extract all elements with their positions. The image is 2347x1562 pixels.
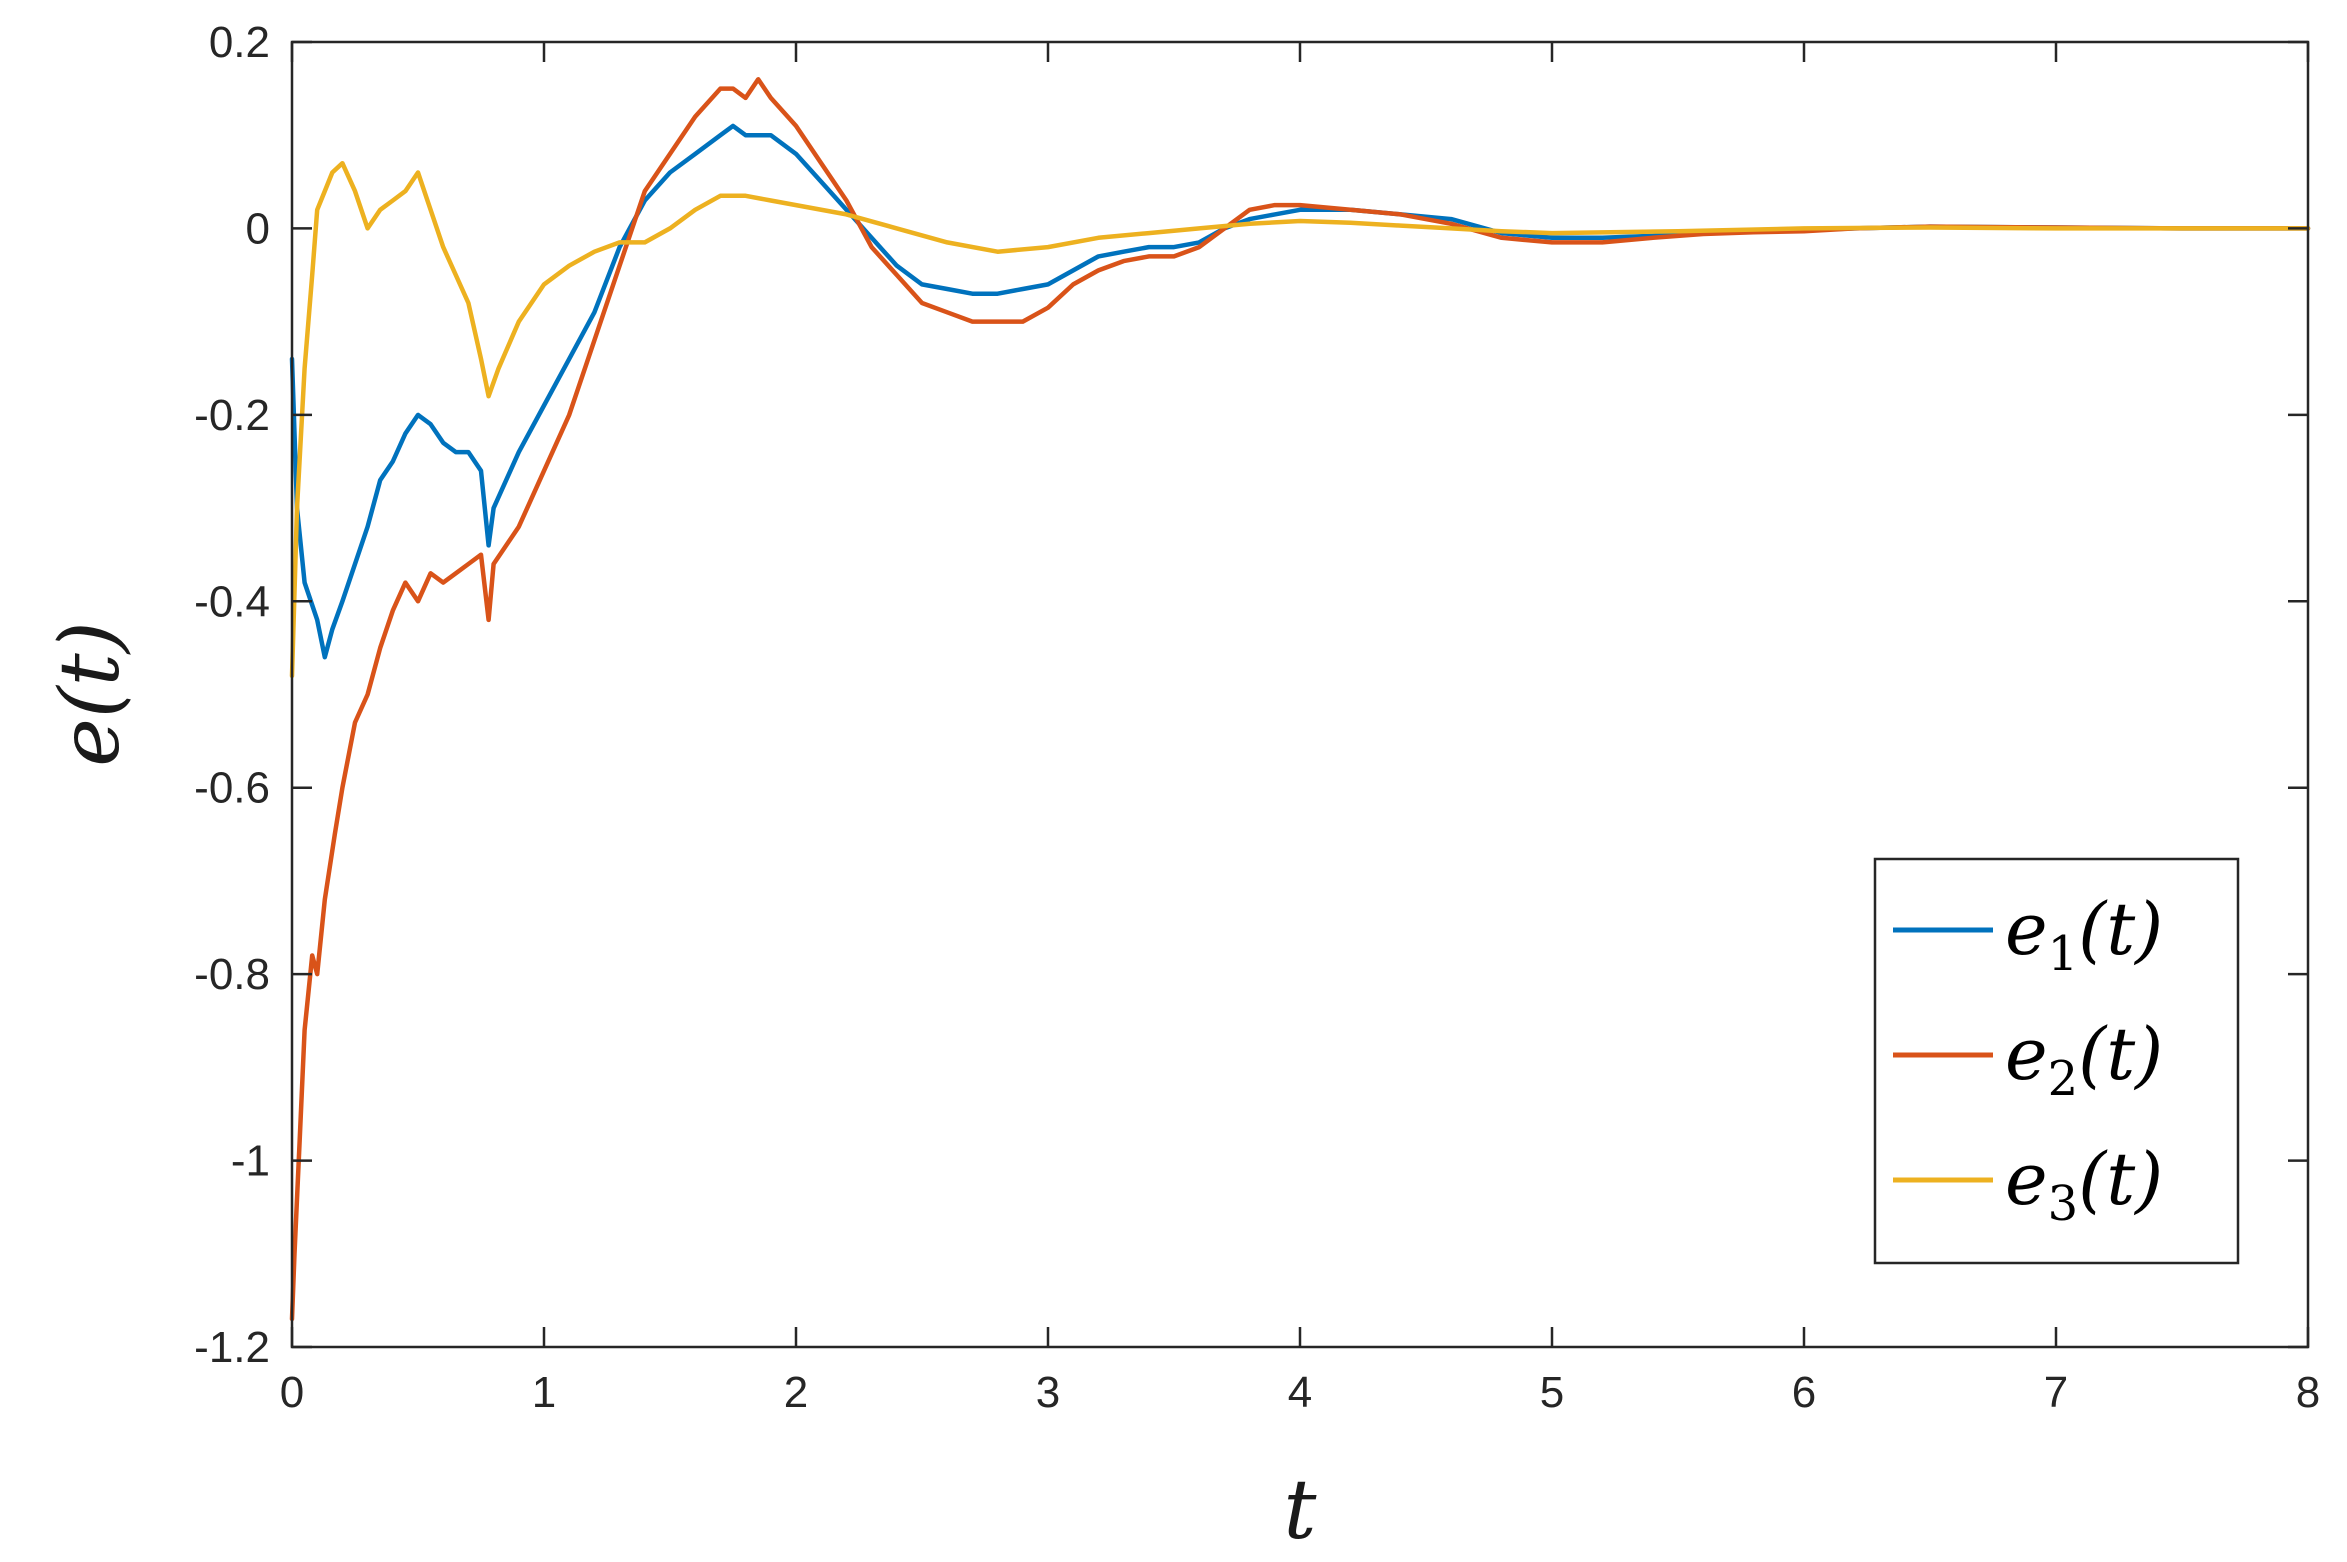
x-tick-label: 4 bbox=[1288, 1368, 1312, 1417]
legend-label-base: e bbox=[2005, 887, 2048, 971]
x-tick-label: 0 bbox=[280, 1368, 304, 1417]
x-tick-label: 6 bbox=[1792, 1368, 1816, 1417]
y-tick-label: 0.2 bbox=[209, 18, 270, 67]
legend-label-subscript: 3 bbox=[2048, 1176, 2079, 1232]
legend-entry-1: e1(t) bbox=[1893, 887, 2163, 982]
legend-label: e2(t) bbox=[2005, 1012, 2163, 1107]
y-tick-label: -0.8 bbox=[194, 950, 270, 999]
legend: e1(t)e2(t)e3(t) bbox=[1873, 857, 2240, 1265]
y-tick-label: -0.6 bbox=[194, 764, 270, 813]
legend-label-base: e bbox=[2005, 1012, 2048, 1096]
legend-label-suffix: (t) bbox=[2078, 1137, 2163, 1221]
y-tick-label: -1 bbox=[231, 1137, 270, 1186]
x-axis-label: t bbox=[1284, 1463, 1318, 1558]
legend-box bbox=[1873, 857, 2240, 1265]
y-axis-label: e(t) bbox=[43, 621, 138, 766]
legend-label-suffix: (t) bbox=[2078, 1012, 2163, 1096]
y-tick-label: -0.2 bbox=[194, 391, 270, 440]
y-tick-label: -0.4 bbox=[194, 577, 270, 626]
series-line-3 bbox=[289, 160, 2311, 679]
legend-entry-2: e2(t) bbox=[1893, 1012, 2163, 1107]
tick-layer: 0 1 2 3 4 5 6 7 8 0.2 0 -0.2 -0.4 -0.6 -0.8 -1 -1.2 bbox=[194, 18, 2320, 1417]
x-tick-label: 8 bbox=[2296, 1368, 2320, 1417]
x-tick-label: 3 bbox=[1036, 1368, 1060, 1417]
legend-entries: e1(t)e2(t)e3(t) bbox=[1893, 887, 2163, 1232]
y-tick-label: 0 bbox=[246, 204, 270, 253]
series-line-2 bbox=[289, 77, 2311, 1322]
x-tick-label: 2 bbox=[784, 1368, 808, 1417]
series-layer bbox=[289, 77, 2311, 1322]
legend-label: e3(t) bbox=[2005, 1137, 2163, 1232]
legend-label-subscript: 1 bbox=[2048, 926, 2079, 982]
legend-label-base: e bbox=[2005, 1137, 2048, 1221]
legend-label-subscript: 2 bbox=[2048, 1051, 2079, 1107]
legend-label: e1(t) bbox=[2005, 887, 2163, 982]
legend-entry-3: e3(t) bbox=[1893, 1137, 2163, 1232]
legend-label-suffix: (t) bbox=[2078, 887, 2163, 971]
x-tick-label: 5 bbox=[1540, 1368, 1564, 1417]
y-tick-label: -1.2 bbox=[194, 1323, 270, 1372]
x-tick-label: 1 bbox=[532, 1368, 556, 1417]
x-tick-label: 7 bbox=[2044, 1368, 2068, 1417]
